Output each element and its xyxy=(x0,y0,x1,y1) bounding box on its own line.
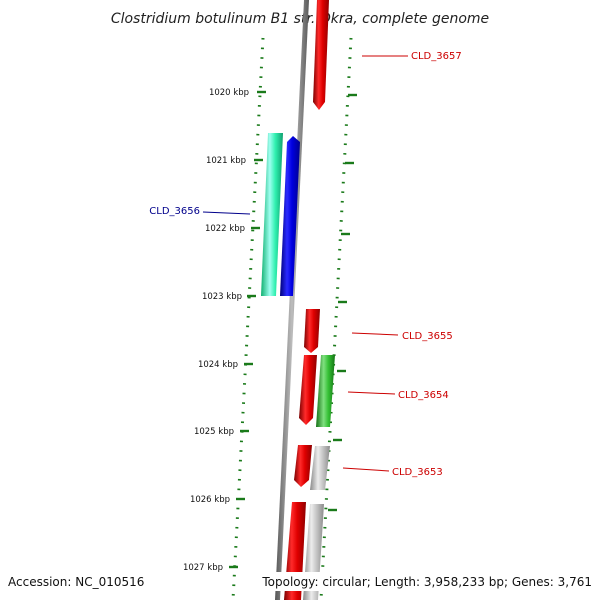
genome-backbone xyxy=(275,0,309,600)
leader-line xyxy=(202,211,251,215)
gene-label-cld-3653[interactable]: CLD_3653 xyxy=(392,467,443,478)
scale-label: 1021 kbp xyxy=(206,156,246,166)
gene-label-cld-3655[interactable]: CLD_3655 xyxy=(402,331,453,342)
gene-arrow-cld-3655[interactable] xyxy=(304,309,320,353)
gene-arrow-cld-3653[interactable] xyxy=(294,445,312,487)
genome-summary-text: Topology: circular; Length: 3,958,233 bp… xyxy=(261,575,592,589)
feature-bar-teal[interactable] xyxy=(261,133,283,296)
feature-bar-grey[interactable] xyxy=(310,446,330,490)
gene-arrow-cld-3654[interactable] xyxy=(299,355,317,425)
scale-label: 1023 kbp xyxy=(202,292,242,302)
left-ruler-line xyxy=(231,37,265,600)
leader-line xyxy=(342,467,390,472)
gene-label-cld-3657[interactable]: CLD_3657 xyxy=(411,51,462,62)
gene-label-cld-3656[interactable]: CLD_3656 xyxy=(149,206,200,217)
scale-label: 1025 kbp xyxy=(194,427,234,437)
right-ruler-line xyxy=(319,37,353,600)
accession-text: Accession: NC_010516 xyxy=(8,575,144,589)
scale-labels: 1020 kbp 1021 kbp 1022 kbp 1023 kbp 1024… xyxy=(183,88,249,573)
scale-label: 1024 kbp xyxy=(198,360,238,370)
scale-label: 1026 kbp xyxy=(190,495,230,505)
scale-label: 1020 kbp xyxy=(209,88,249,98)
leader-line xyxy=(351,332,399,336)
leader-line xyxy=(347,391,396,395)
scale-label: 1022 kbp xyxy=(205,224,245,234)
map-title: Clostridium botulinum B1 str. Okra, comp… xyxy=(111,11,489,27)
gene-label-cld-3654[interactable]: CLD_3654 xyxy=(398,390,449,401)
left-major-ticks xyxy=(229,90,266,569)
right-major-ticks xyxy=(328,93,357,512)
gene-features xyxy=(261,0,335,600)
gene-arrow-cld-3657[interactable] xyxy=(313,0,329,110)
feature-bar-green[interactable] xyxy=(316,355,335,427)
gene-labels: CLD_3657 CLD_3656 CLD_3655 CLD_3654 CLD_… xyxy=(149,51,461,478)
scale-label: 1027 kbp xyxy=(183,563,223,573)
footer-backdrop xyxy=(258,572,594,591)
gene-arrow-cld-3656[interactable] xyxy=(280,136,300,296)
